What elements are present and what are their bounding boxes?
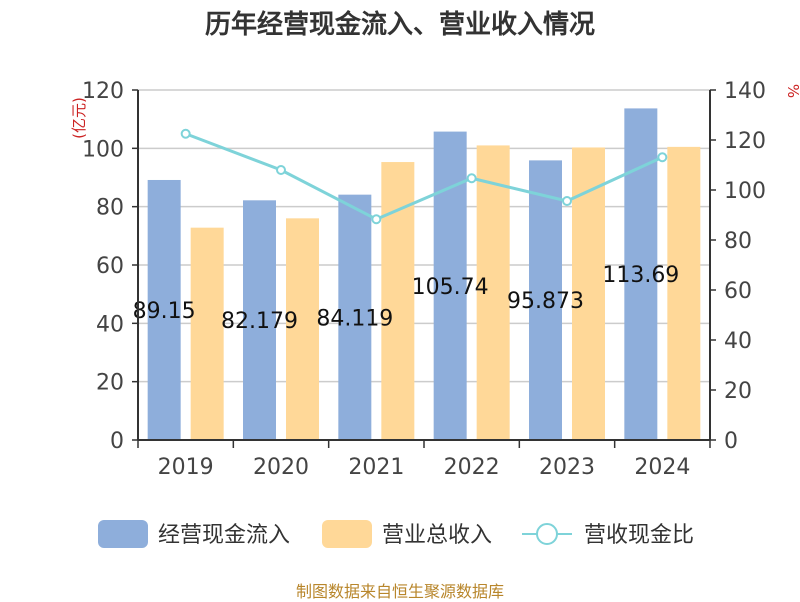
bar [338,194,372,440]
bar [243,200,276,440]
line-point [657,152,668,163]
line-point [371,214,382,225]
legend-label: 营业总收入 [382,523,492,548]
line-series [185,132,663,221]
y-left-tick-label: 20 [96,371,124,396]
data-label: 113.69 [602,263,679,288]
data-label: 84.119 [316,306,393,331]
data-label: 89.15 [133,299,196,324]
x-tick-label: 2021 [348,455,404,480]
data-labels-group: 89.15 82.179 84.119 105.74 95.873 113.69 [133,263,680,334]
legend-swatch [98,520,148,548]
y-left-tick-label: 0 [110,429,124,454]
legend-swatch [322,520,372,548]
axes-group: 0 20 40 60 80 100 120 0 20 40 60 80 100 120 140 2019 202… [70,79,800,480]
data-label: 105.74 [412,275,489,300]
y-left-tick-label: 100 [82,137,124,162]
y-left-unit-label: (亿元) [70,97,88,139]
x-tick-label: 2023 [539,455,595,480]
legend-label: 营收现金比 [584,523,694,548]
bar [381,162,415,440]
bar [476,145,510,440]
y-left-tick-label: 40 [96,312,124,337]
y-right-tick-label: 140 [724,79,766,104]
line-point [276,165,286,175]
chart-title: 历年经营现金流入、营业收入情况 [204,10,595,40]
bars-group [147,108,701,441]
y-left-tick-label: 80 [96,196,124,221]
y-left-tick-label: 120 [82,79,124,104]
legend: 经营现金流入 营业总收入 营收现金比 [98,520,694,548]
x-tick-label: 2022 [444,455,500,480]
data-label: 95.873 [507,289,584,314]
y-right-tick-label: 40 [724,329,752,354]
bar [190,227,224,440]
x-tick-label: 2019 [158,455,214,480]
y-right-unit-label: % [784,84,800,98]
y-right-tick-label: 80 [724,229,752,254]
y-right-tick-label: 60 [724,279,752,304]
y-right-tick-label: 120 [724,129,766,154]
line-point [466,173,477,184]
line-group [180,128,668,225]
line-point [180,128,191,139]
y-right-tick-label: 0 [724,429,738,454]
line-point [562,196,572,206]
legend-label: 经营现金流入 [158,523,290,548]
bar [147,179,181,440]
y-right-tick-label: 20 [724,379,752,404]
data-label: 82.179 [221,309,298,334]
bar [529,160,562,440]
y-left-tick-label: 60 [96,254,124,279]
x-tick-label: 2024 [634,455,690,480]
y-right-tick-label: 100 [724,179,766,204]
bar [286,218,319,440]
source-note: 制图数据来自恒生聚源数据库 [295,582,504,601]
bar [667,146,701,440]
x-tick-label: 2020 [253,455,309,480]
legend-line-marker [536,523,558,545]
